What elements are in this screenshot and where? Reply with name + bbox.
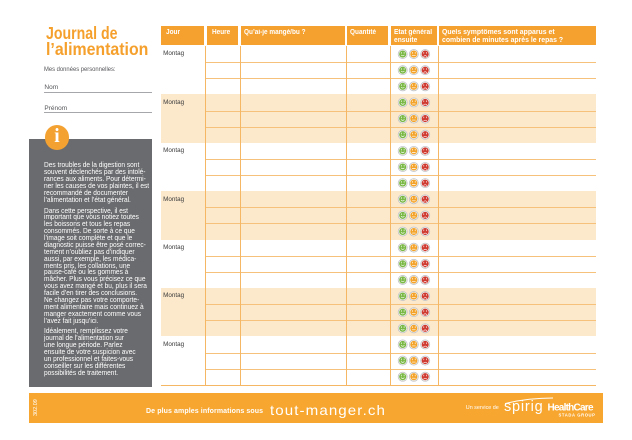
svg-text:spirig: spirig [504,399,543,415]
svg-text:HealthCare: HealthCare [548,403,594,414]
svg-text:STADA GROUP: STADA GROUP [559,413,596,418]
